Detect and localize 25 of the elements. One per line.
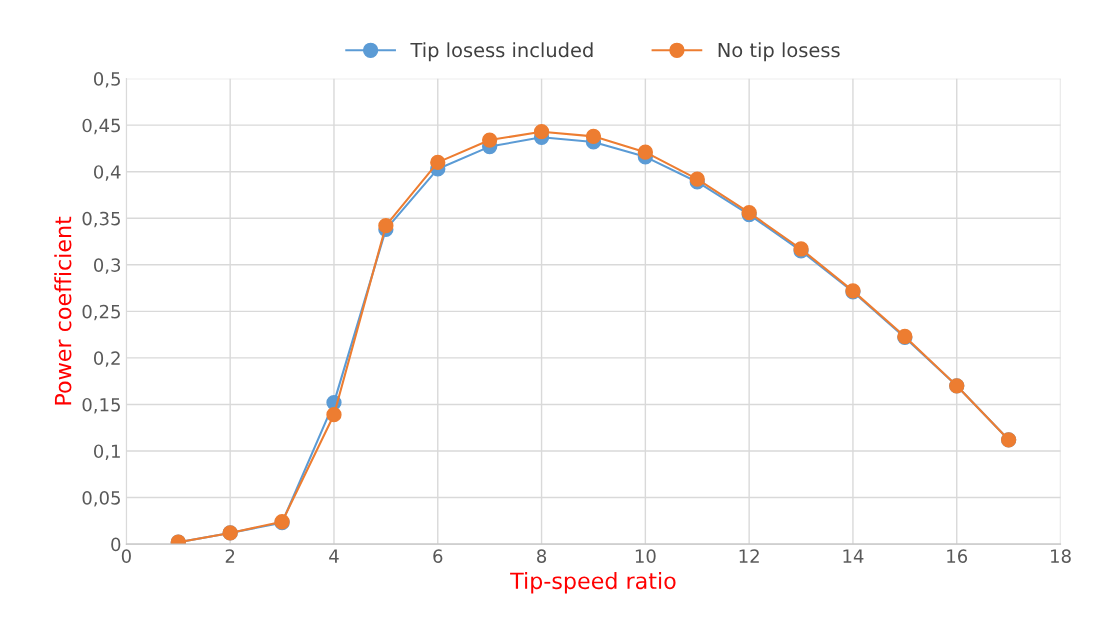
x-tick-label: 2 xyxy=(225,549,235,563)
x-tick-label: 6 xyxy=(433,549,443,563)
y-tick-label: 0,4 xyxy=(94,165,121,181)
y-tick-label: 0,1 xyxy=(94,444,120,460)
x-tick-label: 16 xyxy=(947,549,968,563)
y-tick-label: 0,05 xyxy=(82,491,120,507)
y-tick-label: 0,25 xyxy=(82,304,120,321)
y-tick-label: 0,45 xyxy=(82,118,120,135)
x-tick-label: 18 xyxy=(1051,549,1071,563)
x-tick-label: 8 xyxy=(537,549,547,563)
x-tick-label: 14 xyxy=(843,549,864,563)
x-tick-label: 4 xyxy=(329,549,339,563)
y-tick-label: 0,2 xyxy=(94,351,120,367)
y-tick-label: 0,3 xyxy=(94,258,121,274)
y-tick-label: 0,15 xyxy=(82,397,120,414)
y-tick-label: 0,35 xyxy=(82,211,120,228)
x-tick-label: 12 xyxy=(739,549,759,563)
legend-label: No tip losess xyxy=(718,42,840,62)
y-axis-title: Power coefficient xyxy=(54,216,72,405)
y-tick-label: 0,5 xyxy=(94,72,120,88)
x-tick-label: 0 xyxy=(121,549,131,563)
y-tick-label: 0 xyxy=(111,537,121,552)
legend-label: Tip losess included xyxy=(410,42,593,62)
x-axis-title: Tip-speed ratio xyxy=(510,571,676,594)
x-tick-label: 10 xyxy=(635,549,656,563)
